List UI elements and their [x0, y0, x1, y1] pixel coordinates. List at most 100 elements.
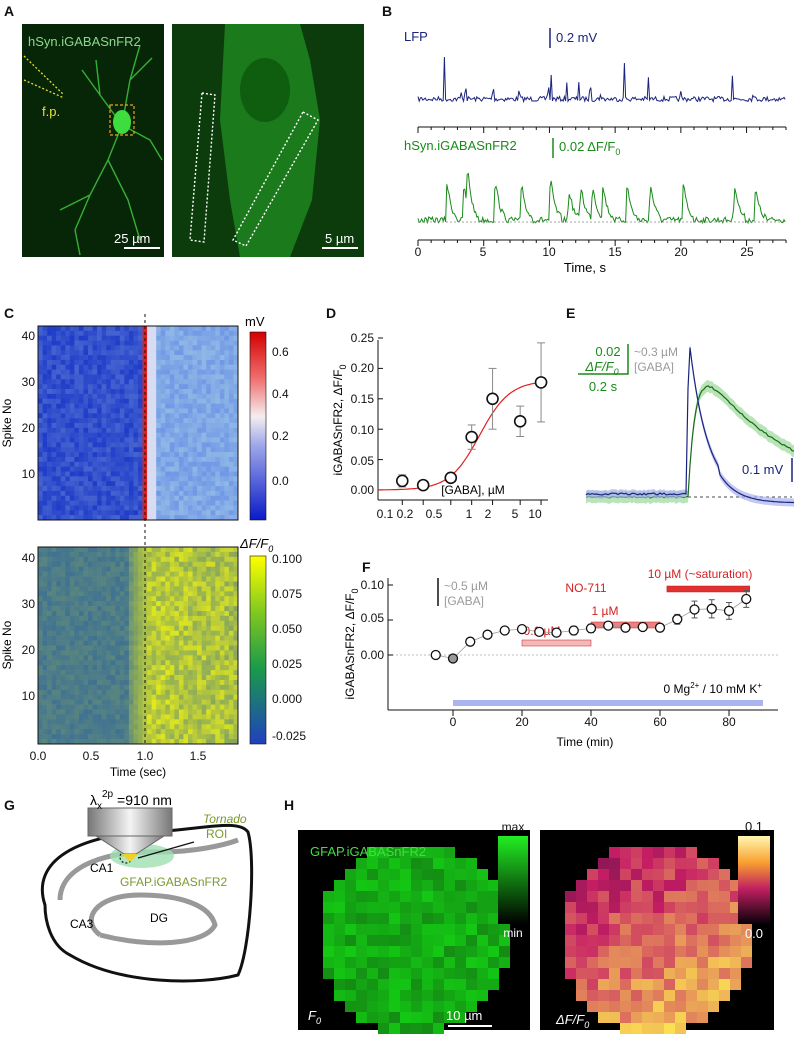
- heatmap-lfp-cell: [97, 510, 102, 516]
- heatmap-lfp-cell: [119, 490, 125, 497]
- heatmap-lfp-cell: [206, 486, 212, 492]
- heatmap-gaba-cell: [83, 635, 89, 641]
- heatmap-gaba-cell: [210, 606, 216, 612]
- heatmap-gaba-cell: [83, 729, 89, 735]
- f-yticks: 0.00 0.05 0.10: [361, 578, 385, 662]
- heatmap-gaba-cell: [115, 684, 121, 691]
- heatmap-lfp-cell: [83, 364, 89, 370]
- heatmap-lfp-cell: [69, 403, 75, 409]
- heatmap-gaba-cell: [165, 566, 171, 572]
- heatmap-lfp-cell: [124, 427, 130, 433]
- heatmap-gaba-cell: [233, 729, 239, 735]
- heatmap-gaba-cell: [210, 547, 216, 553]
- heatmap-gaba-cell: [110, 739, 116, 745]
- heatmap-gaba-cell: [178, 576, 184, 582]
- heatmap-gaba-cell: [215, 561, 221, 567]
- heatmap-lfp-cell: [138, 335, 143, 341]
- heatmap-gaba-cell: [174, 601, 180, 607]
- heatmap-gaba-cell: [60, 660, 66, 666]
- h-f0-pixel: [367, 891, 378, 902]
- heatmap-lfp-cell: [183, 515, 189, 521]
- heatmap-lfp-cell: [201, 423, 207, 429]
- heatmap-lfp-cell: [160, 335, 166, 341]
- h-f0-pixel: [411, 902, 422, 913]
- heatmap-lfp-cell: [60, 481, 66, 487]
- heatmap-gaba-cell: [38, 586, 43, 592]
- heatmap-lfp-cell: [197, 418, 202, 424]
- heatmap-gaba-cell: [69, 704, 75, 710]
- h-df-pixel: [642, 847, 653, 858]
- heatmap-lfp-cell: [92, 495, 98, 501]
- heatmap-lfp-cell: [47, 340, 52, 346]
- heatmap-lfp-cell: [192, 490, 198, 497]
- heatmap-gaba-cell: [60, 547, 66, 553]
- heatmap-gaba-cell: [169, 576, 175, 582]
- heatmap-gaba-cell: [174, 650, 180, 656]
- heatmap-lfp-cell: [151, 408, 157, 414]
- heatmap-lfp-cell: [115, 369, 121, 375]
- heatmap-gaba-cell: [97, 606, 102, 612]
- heatmap-gaba-cell: [174, 684, 180, 691]
- heatmap-gaba-cell: [169, 630, 175, 636]
- heatmap-lfp-cell: [60, 442, 66, 448]
- heatmap-lfp-cell: [42, 476, 48, 482]
- heatmap-gaba-cell: [188, 620, 193, 627]
- heatmap-lfp-cell: [97, 437, 102, 443]
- heatmap-lfp-cell: [160, 326, 166, 332]
- e-scale-df-unit-main: ΔF/F: [584, 359, 614, 374]
- h-f0-pixel: [422, 946, 433, 957]
- heatmap-lfp-cell: [83, 389, 89, 395]
- heatmap-lfp-cell: [188, 335, 193, 341]
- h-df-pixel: [631, 957, 642, 968]
- heatmap-lfp-cell: [42, 432, 48, 438]
- heatmap-gaba-cell: [188, 601, 193, 607]
- heatmap-gaba-cell: [206, 630, 212, 636]
- heatmap-lfp-cell: [219, 374, 225, 380]
- heatmap-lfp-cell: [110, 442, 116, 448]
- heatmap-lfp-cell: [206, 340, 212, 346]
- heatmap-gaba-cell: [133, 586, 139, 592]
- gaba-trace: [417, 172, 786, 225]
- h-f0-pixel: [378, 869, 389, 880]
- heatmap-lfp-cell: [142, 515, 148, 521]
- heatmap-gaba-cell: [233, 684, 239, 691]
- heatmap-gaba-cell: [42, 576, 48, 582]
- h-df-pixel: [631, 990, 642, 1001]
- heatmap-gaba-cell: [206, 571, 212, 577]
- heatmap-lfp-cell: [228, 456, 234, 463]
- c-ylabel-bot: Spike No: [0, 620, 14, 669]
- h-f0-pixel: [389, 1001, 400, 1012]
- h-f0-pixel: [411, 869, 422, 880]
- heatmap-lfp-cell: [188, 398, 193, 404]
- heatmap-gaba-cell: [197, 704, 202, 710]
- heatmap-gaba-cell: [197, 665, 202, 671]
- heatmap-gaba-cell: [97, 699, 102, 705]
- heatmap-lfp-cell: [206, 476, 212, 482]
- heatmap-lfp-cell: [183, 398, 189, 404]
- e-lfp-trace: [585, 347, 794, 504]
- heatmap-gaba-cell: [97, 655, 102, 661]
- heatmap-gaba-cell: [160, 606, 166, 612]
- d-point: [444, 471, 458, 485]
- heatmap-lfp-cell: [197, 379, 202, 385]
- h-f0-pixel: [433, 1023, 444, 1034]
- h-df-pixel: [719, 957, 730, 968]
- heatmap-gaba-cell: [151, 630, 157, 636]
- heatmap-lfp-cell: [147, 355, 152, 361]
- h-df-pixel: [686, 858, 697, 869]
- h-f0-pixel: [411, 891, 422, 902]
- h-f0-pixel: [488, 880, 499, 891]
- h-f0-pixel: [477, 957, 488, 968]
- heatmap-lfp-cell: [106, 379, 112, 385]
- heatmap-gaba-cell: [128, 615, 134, 622]
- heatmap-lfp-cell: [151, 389, 157, 395]
- h-df-pixel: [697, 913, 708, 924]
- heatmap-lfp-cell: [56, 510, 62, 516]
- heatmap-gaba-cell: [165, 650, 171, 656]
- heatmap-gaba-cell: [78, 586, 84, 592]
- heatmap-gaba-cell: [183, 630, 189, 636]
- heatmap-lfp-cell: [74, 379, 80, 385]
- heatmap-lfp-cell: [69, 432, 75, 438]
- heatmap-gaba-cell: [188, 719, 193, 725]
- heatmap-lfp-cell: [151, 345, 157, 351]
